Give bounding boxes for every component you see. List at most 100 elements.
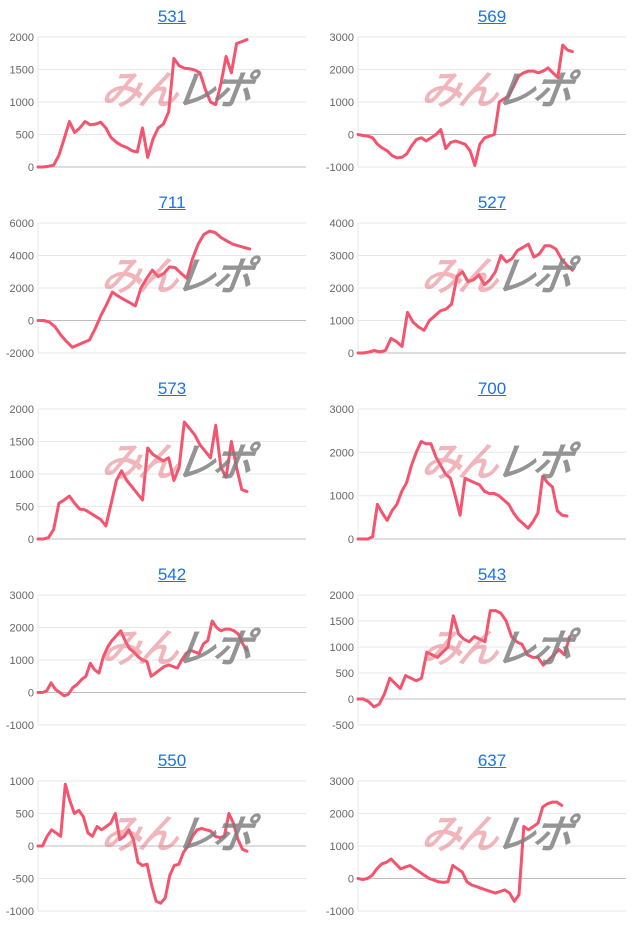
y-tick-label: 1500	[10, 437, 34, 449]
y-tick-label: 1000	[330, 841, 354, 853]
y-tick-label: 0	[28, 316, 34, 328]
chart-title-link[interactable]: 531	[157, 7, 187, 26]
chart-cell-550: 550 1000 500 0 -500 -1000 みんレポ	[0, 744, 320, 930]
chart-title-link[interactable]: 637	[477, 751, 507, 770]
y-tick-label: 0	[348, 130, 354, 142]
y-tick-label: 6000	[10, 218, 34, 230]
chart-cell-700: 700 3000 2000 1000 0 みんレポ	[320, 372, 640, 558]
y-tick-label: 0	[28, 688, 34, 700]
y-tick-label: -2000	[6, 348, 34, 360]
chart-plot-area: 2000 1500 1000 500 0 -500 みんレポ	[320, 587, 640, 743]
y-tick-label: 2000	[10, 283, 34, 295]
chart-cell-531: 531 2000 1500 1000 500 0 みんレポ	[0, 0, 320, 186]
y-tick-label: -1000	[6, 720, 34, 732]
line-chart-svg: 3000 2000 1000 0 -1000	[326, 776, 626, 918]
chart-title: 573	[38, 372, 306, 401]
data-line	[356, 440, 569, 541]
y-tick-label: 1000	[10, 97, 34, 109]
y-tick-label: -1000	[326, 906, 354, 918]
y-tick-label: 0	[348, 694, 354, 706]
chart-title-link[interactable]: 543	[477, 565, 507, 584]
data-line	[356, 242, 574, 355]
y-tick-label: 1000	[330, 316, 354, 328]
y-tick-label: -1000	[6, 906, 34, 918]
y-tick-label: 0	[348, 874, 354, 886]
line-chart-svg: 2000 1500 1000 500 0	[10, 404, 306, 546]
chart-title: 527	[358, 186, 626, 215]
chart-cell-573: 573 2000 1500 1000 500 0 みんレポ	[0, 372, 320, 558]
y-tick-label: 1000	[330, 642, 354, 654]
line-chart-svg: 3000 2000 1000 0 -1000	[6, 590, 306, 732]
line-chart-svg: 1000 500 0 -500 -1000	[6, 776, 306, 918]
chart-title: 542	[38, 558, 306, 587]
chart-title: 550	[38, 744, 306, 773]
y-tick-label: 1000	[10, 655, 34, 667]
y-tick-label: 0	[28, 534, 34, 546]
y-tick-label: 1000	[10, 469, 34, 481]
chart-title: 569	[358, 0, 626, 29]
y-tick-label: 0	[28, 162, 34, 174]
y-tick-label: 3000	[10, 590, 34, 602]
chart-cell-711: 711 6000 4000 2000 0 -2000 みんレポ	[0, 186, 320, 372]
chart-title: 531	[38, 0, 306, 29]
chart-plot-area: 1000 500 0 -500 -1000 みんレポ	[0, 773, 320, 929]
line-chart-svg: 6000 4000 2000 0 -2000	[6, 218, 306, 360]
chart-cell-527: 527 4000 3000 2000 1000 0 みんレポ	[320, 186, 640, 372]
y-tick-label: 500	[336, 668, 354, 680]
chart-plot-area: 3000 2000 1000 0 -1000 みんレポ	[320, 773, 640, 929]
chart-title-link[interactable]: 542	[157, 565, 187, 584]
data-line	[36, 420, 249, 541]
y-tick-label: 4000	[330, 218, 354, 230]
chart-title-link[interactable]: 527	[477, 193, 507, 212]
y-tick-label: 1500	[10, 65, 34, 77]
chart-title-link[interactable]: 700	[477, 379, 507, 398]
line-chart-svg: 2000 1500 1000 500 0 -500	[330, 590, 626, 732]
y-tick-label: -500	[332, 720, 354, 732]
y-tick-label: 2000	[330, 809, 354, 821]
chart-cell-543: 543 2000 1500 1000 500 0 -500 みんレポ	[320, 558, 640, 744]
y-tick-label: 2000	[330, 283, 354, 295]
y-tick-label: 0	[348, 534, 354, 546]
data-line	[36, 782, 249, 905]
chart-title-link[interactable]: 573	[157, 379, 187, 398]
chart-plot-area: 2000 1500 1000 500 0 みんレポ	[0, 29, 320, 185]
chart-plot-area: 3000 2000 1000 0 -1000 みんレポ	[0, 587, 320, 743]
y-tick-label: 500	[16, 809, 34, 821]
data-line	[356, 609, 572, 709]
chart-cell-569: 569 3000 2000 1000 0 -1000 みんレポ	[320, 0, 640, 186]
chart-cell-637: 637 3000 2000 1000 0 -1000 みんレポ	[320, 744, 640, 930]
y-tick-label: 3000	[330, 776, 354, 788]
chart-title-link[interactable]: 550	[157, 751, 187, 770]
chart-plot-area: 3000 2000 1000 0 -1000 みんレポ	[320, 29, 640, 185]
chart-cell-542: 542 3000 2000 1000 0 -1000 みんレポ	[0, 558, 320, 744]
chart-title: 637	[358, 744, 626, 773]
y-tick-label: 3000	[330, 404, 354, 416]
y-tick-label: 2000	[10, 404, 34, 416]
y-tick-label: 0	[348, 348, 354, 360]
y-tick-label: -500	[12, 874, 34, 886]
chart-title-link[interactable]: 569	[477, 7, 507, 26]
y-tick-label: 1000	[330, 491, 354, 503]
line-chart-svg: 2000 1500 1000 500 0	[10, 32, 306, 174]
data-line	[356, 800, 564, 903]
data-line	[356, 43, 574, 167]
chart-plot-area: 4000 3000 2000 1000 0 みんレポ	[320, 215, 640, 371]
y-tick-label: 2000	[330, 65, 354, 77]
data-line	[36, 38, 249, 169]
y-tick-label: 1500	[330, 616, 354, 628]
chart-plot-area: 2000 1500 1000 500 0 みんレポ	[0, 401, 320, 557]
y-tick-label: 1000	[10, 776, 34, 788]
y-tick-label: 2000	[330, 447, 354, 459]
chart-plot-area: 3000 2000 1000 0 みんレポ	[320, 401, 640, 557]
y-tick-label: 2000	[10, 623, 34, 635]
y-tick-label: 0	[28, 841, 34, 853]
y-tick-label: 500	[16, 130, 34, 142]
y-tick-label: 2000	[330, 590, 354, 602]
chart-title-link[interactable]: 711	[158, 193, 186, 212]
data-line	[36, 229, 252, 349]
y-tick-label: -1000	[326, 162, 354, 174]
y-tick-label: 3000	[330, 251, 354, 263]
line-chart-svg: 3000 2000 1000 0 -1000	[326, 32, 626, 174]
data-line	[36, 619, 249, 698]
